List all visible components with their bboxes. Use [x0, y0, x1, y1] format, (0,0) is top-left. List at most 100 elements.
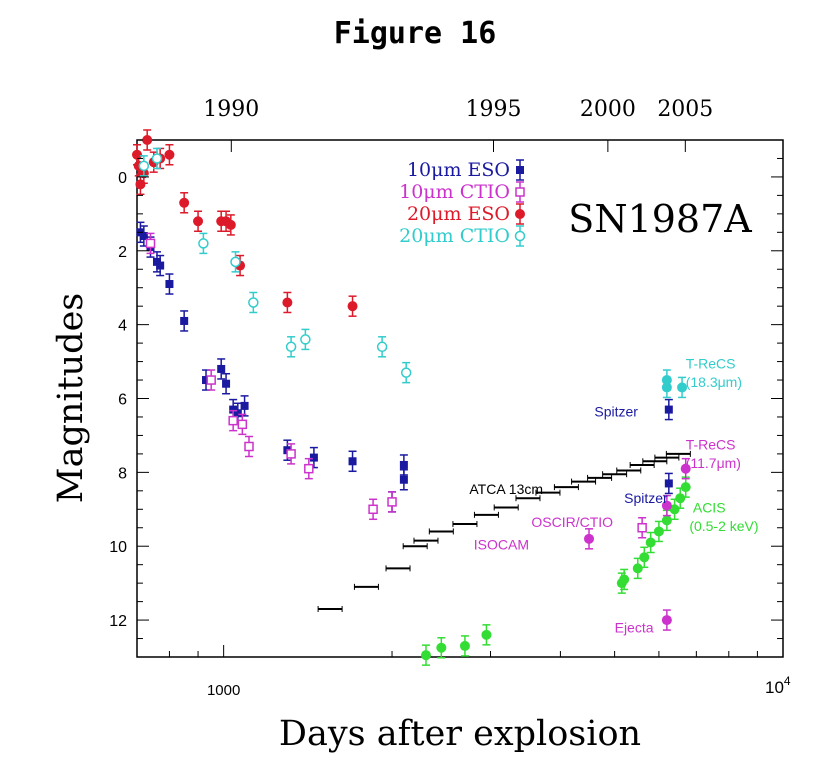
legend-marker: [515, 203, 525, 225]
annotation-label: (11.7μm): [686, 455, 741, 471]
data-point: [300, 328, 311, 351]
data-point: [225, 214, 236, 236]
data-point: [664, 472, 673, 495]
figure-title: Figure 16: [333, 16, 497, 51]
data-point: [347, 295, 358, 317]
data-point: [222, 372, 231, 395]
chart-title: SN1987A: [568, 197, 752, 241]
data-point: [198, 232, 209, 255]
annotation-label: (0.5-2 keV): [689, 518, 758, 534]
annotation-label: ISOCAM: [474, 536, 529, 552]
data-point: [193, 210, 204, 232]
series-ctio20: [138, 147, 412, 384]
legend-label: 20μm ESO: [407, 203, 510, 225]
data-point: [179, 192, 190, 214]
data-point: [637, 517, 647, 539]
series-ctio10: [680, 457, 691, 480]
data-point: [228, 409, 238, 432]
data-point: [348, 450, 357, 473]
data-point: [619, 568, 630, 591]
data-point: [680, 457, 691, 480]
data-point: [436, 637, 447, 659]
annotation-label: Ejecta: [615, 619, 654, 635]
data-point: [661, 509, 672, 532]
series-ctio10: [661, 609, 672, 631]
series-xray: [420, 476, 691, 666]
legend-marker: [514, 225, 526, 247]
y-tick-label: 4: [118, 318, 127, 335]
data-point: [304, 457, 314, 480]
annotation-label: ACIS: [693, 499, 726, 515]
x-tick-label: 10410^4: [765, 674, 791, 697]
data-point: [145, 232, 156, 255]
data-point: [235, 254, 246, 277]
annotation-label: T-ReCS: [686, 355, 736, 371]
series-radio: [317, 450, 691, 612]
data-point: [286, 443, 296, 465]
data-point: [309, 446, 318, 469]
data-point: [669, 498, 680, 521]
data-point: [376, 336, 388, 358]
data-point: [677, 376, 688, 399]
data-point: [400, 361, 412, 384]
data-point: [237, 413, 248, 436]
annotation-label: Spitzer: [624, 490, 668, 506]
annotation-label: Spitzer: [594, 403, 638, 419]
data-point: [639, 546, 650, 569]
data-point: [180, 310, 189, 332]
data-point: [653, 520, 664, 543]
y-tick-label: 2: [118, 244, 127, 261]
data-point: [248, 291, 259, 314]
data-point: [221, 210, 232, 232]
y-axis-label: Magnitudes: [51, 293, 91, 504]
series-eso10: [136, 221, 673, 513]
data-point: [481, 624, 492, 646]
data-point: [135, 173, 146, 196]
data-point: [151, 147, 163, 170]
data-point: [138, 155, 150, 177]
top-tick-label: 2000: [580, 97, 636, 122]
data-point: [285, 336, 297, 358]
series-ctio10: [661, 494, 672, 517]
legend-marker: [515, 181, 525, 203]
top-tick-label: 1995: [466, 97, 522, 122]
y-tick-label: 0: [118, 170, 127, 187]
series-ctio20: [661, 369, 688, 399]
series-ctio10: [145, 232, 647, 539]
data-point: [165, 273, 174, 295]
data-point: [230, 251, 241, 273]
x-axis-label: Days after explosion: [279, 714, 641, 754]
data-point: [661, 369, 672, 391]
data-point: [164, 144, 175, 166]
data-point: [142, 129, 153, 151]
data-point: [387, 491, 397, 513]
data-point: [217, 358, 226, 380]
data-point: [399, 468, 408, 491]
data-point: [139, 225, 148, 247]
legend-marker: [516, 159, 524, 181]
data-point: [664, 398, 673, 421]
top-tick-label: 2005: [657, 97, 713, 122]
data-point: [632, 557, 643, 580]
data-point: [282, 291, 293, 314]
data-point: [244, 435, 254, 458]
data-point: [206, 369, 216, 391]
data-point: [420, 644, 431, 666]
y-tick-label: 12: [109, 613, 127, 630]
data-point: [459, 635, 470, 657]
data-point: [661, 494, 672, 517]
data-point: [661, 609, 672, 631]
series-eso20: [132, 129, 358, 317]
y-tick-label: 10: [109, 539, 127, 556]
y-tick-label: 8: [118, 465, 127, 482]
x-tick-label: 1000: [207, 682, 240, 699]
y-tick-label: 6: [118, 392, 127, 409]
annotation-label: ATCA 13cm: [469, 481, 543, 497]
legend-label: 10μm ESO: [407, 159, 510, 181]
top-tick-label: 1990: [203, 97, 259, 122]
data-point: [675, 487, 686, 509]
data-point: [584, 528, 595, 550]
data-point: [156, 254, 165, 277]
